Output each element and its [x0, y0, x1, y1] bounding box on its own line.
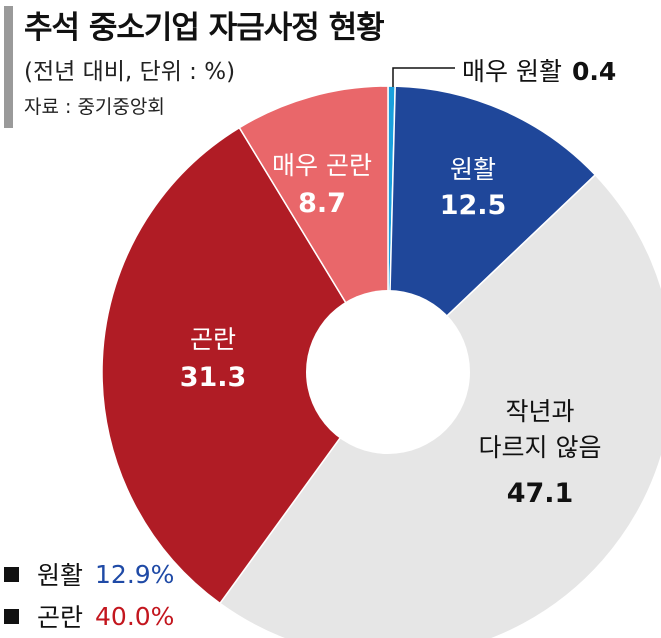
slice-label-same-line1: 작년과 — [505, 397, 574, 426]
chart-title: 추석 중소기업 자금사정 현황 — [24, 10, 385, 46]
title-accent-bar — [4, 6, 13, 128]
slice-smooth — [387, 85, 597, 374]
slice-value-very-difficult: 8.7 — [298, 188, 346, 219]
legend-value: 12.9% — [95, 559, 175, 589]
slice-difficult — [101, 126, 389, 605]
legend-marker — [4, 566, 19, 582]
chart-subtitle: (전년 대비, 단위 : %) — [24, 59, 236, 85]
slice-value-difficult: 31.3 — [180, 362, 247, 393]
slice-label-smooth: 원활 — [450, 155, 496, 184]
legend-value: 40.0% — [95, 601, 175, 631]
slice-label-very-smooth: 매우 원활 0.4 — [462, 57, 616, 86]
slice-value-smooth: 12.5 — [440, 190, 507, 221]
leader-line — [392, 67, 455, 87]
chart-source: 자료 : 중기중앙회 — [24, 96, 165, 118]
legend-item-smooth: 원활 12.9% — [4, 556, 174, 592]
legend-marker — [4, 608, 19, 624]
legend-item-difficult: 곤란 40.0% — [4, 598, 174, 634]
slice-label-difficult: 곤란 — [190, 325, 236, 354]
legend-label: 원활 — [37, 561, 84, 590]
slice-value-same: 47.1 — [507, 478, 574, 509]
slice-label-same-line2: 다르지 않음 — [479, 433, 602, 462]
legend-label: 곤란 — [37, 603, 84, 632]
slice-label-very-difficult: 매우 곤란 — [272, 151, 372, 180]
donut-hole — [306, 290, 470, 454]
